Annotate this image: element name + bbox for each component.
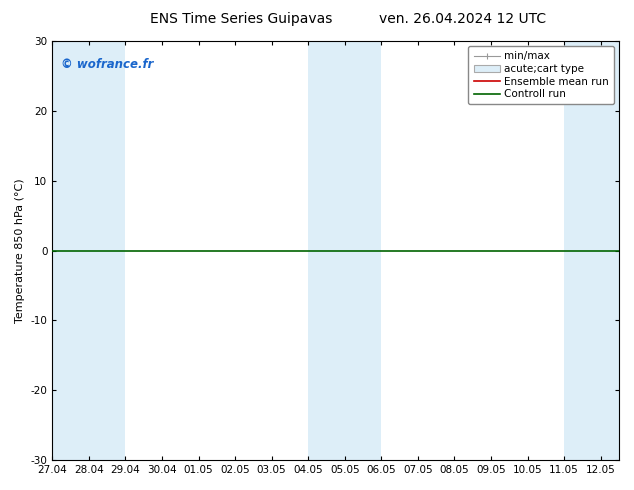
Bar (564, 41, 619, 460)
Legend: min/max, acute;cart type, Ensemble mean run, Controll run: min/max, acute;cart type, Ensemble mean … (469, 46, 614, 104)
Text: © wofrance.fr: © wofrance.fr (61, 58, 153, 71)
Bar (52, 41, 126, 460)
Text: ven. 26.04.2024 12 UTC: ven. 26.04.2024 12 UTC (379, 12, 547, 26)
Y-axis label: Temperature 850 hPa (°C): Temperature 850 hPa (°C) (15, 178, 25, 323)
Bar (308, 41, 381, 460)
Text: ENS Time Series Guipavas: ENS Time Series Guipavas (150, 12, 332, 26)
